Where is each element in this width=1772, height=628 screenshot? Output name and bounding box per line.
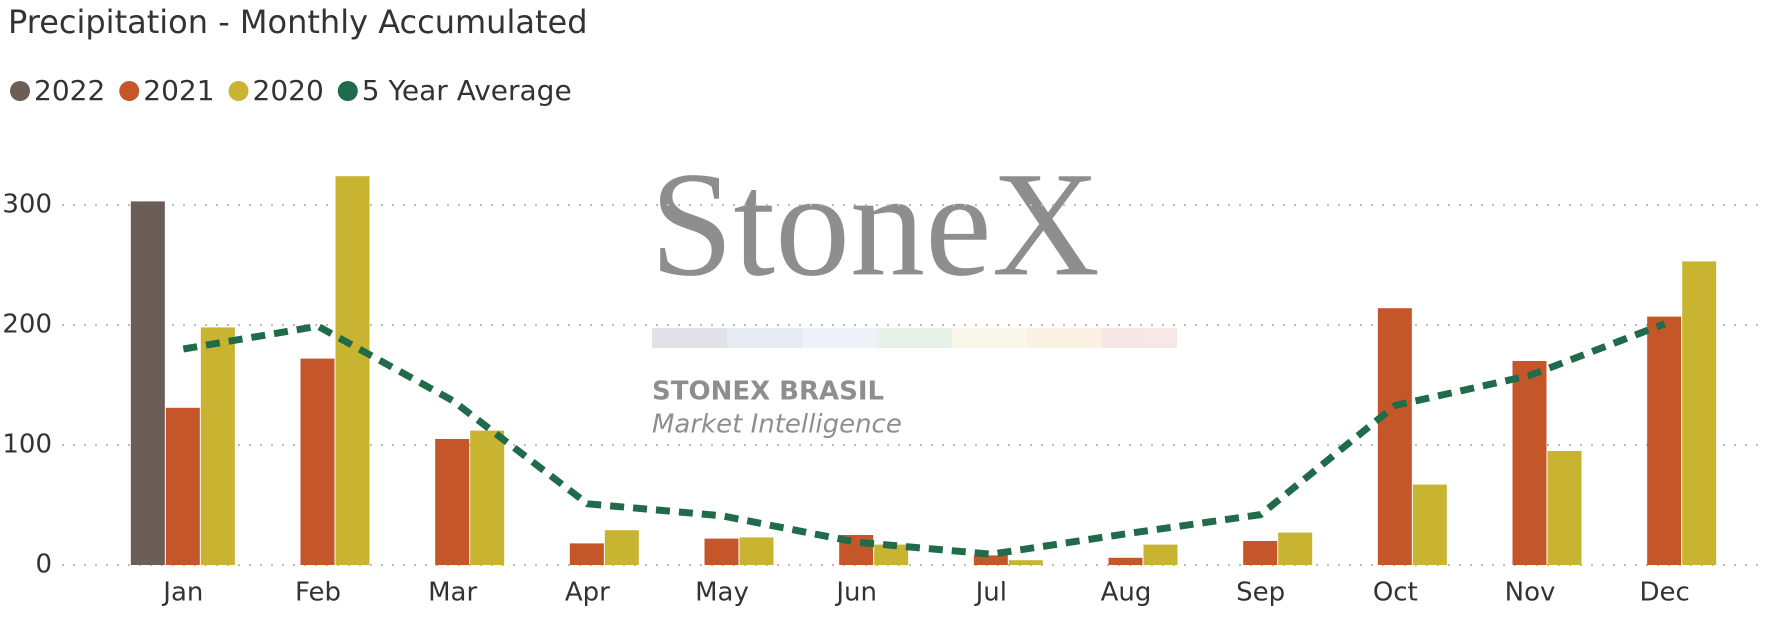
legend-label: 5 Year Average bbox=[362, 74, 572, 107]
x-tick-label: Apr bbox=[565, 578, 610, 608]
bar bbox=[435, 439, 470, 565]
legend-label: 2022 bbox=[34, 74, 105, 107]
bar bbox=[1647, 316, 1682, 565]
average-line bbox=[182, 320, 1666, 558]
chart-title: Precipitation - Monthly Accumulated bbox=[8, 3, 588, 41]
legend-label: 2020 bbox=[253, 74, 324, 107]
bar bbox=[1682, 261, 1717, 565]
watermark-brand: StoneX bbox=[650, 141, 1100, 307]
bar bbox=[1547, 451, 1582, 565]
watermark-stripe bbox=[952, 328, 1027, 348]
x-tick-label: Jan bbox=[161, 578, 203, 608]
y-tick-label: 100 bbox=[2, 430, 52, 460]
bar bbox=[1412, 484, 1447, 565]
legend-swatch bbox=[228, 81, 249, 101]
bar bbox=[300, 358, 335, 565]
watermark-stripe bbox=[1102, 328, 1177, 348]
legend-swatch bbox=[119, 81, 140, 101]
bar bbox=[1243, 541, 1278, 565]
x-tick-label: Oct bbox=[1373, 578, 1418, 608]
watermark-stripe bbox=[802, 328, 877, 348]
x-tick-label: Sep bbox=[1236, 578, 1285, 608]
y-tick-label: 0 bbox=[35, 550, 52, 580]
watermark-company: STONEX BRASIL bbox=[652, 377, 884, 407]
bar bbox=[874, 544, 909, 565]
bar bbox=[704, 538, 739, 565]
bar bbox=[1278, 532, 1313, 565]
watermark-stripe bbox=[652, 328, 727, 348]
y-tick-label: 200 bbox=[2, 310, 52, 340]
legend: 2022 2021 2020 5 Year Average bbox=[10, 74, 572, 107]
x-tick-label: Nov bbox=[1505, 578, 1556, 608]
watermark-stripe bbox=[877, 328, 952, 348]
bar bbox=[739, 537, 774, 565]
bar bbox=[1512, 361, 1547, 565]
legend-swatch bbox=[10, 81, 30, 101]
bar bbox=[200, 327, 235, 565]
watermark-unit: Market Intelligence bbox=[652, 410, 902, 440]
x-tick-label: Feb bbox=[295, 578, 341, 608]
x-tick-label: May bbox=[695, 578, 749, 608]
watermark-stripe bbox=[1027, 328, 1102, 348]
x-tick-label: Jul bbox=[974, 578, 1007, 608]
watermark: StoneX STONEX BRASIL Market Intelligence bbox=[650, 141, 1177, 440]
x-tick-label: Jun bbox=[834, 578, 877, 608]
x-tick-label: Aug bbox=[1101, 578, 1152, 608]
legend-label: 2021 bbox=[143, 74, 214, 107]
bar bbox=[335, 176, 370, 565]
x-tick-label: Mar bbox=[428, 578, 477, 608]
bar bbox=[973, 555, 1008, 565]
bar bbox=[569, 543, 604, 565]
legend-swatch bbox=[337, 81, 358, 101]
bar bbox=[604, 530, 639, 565]
bar bbox=[130, 201, 165, 565]
x-tick-label: Dec bbox=[1640, 578, 1690, 608]
y-tick-label: 300 bbox=[2, 190, 52, 220]
bar bbox=[1008, 560, 1043, 565]
bar bbox=[165, 407, 200, 565]
bar bbox=[470, 430, 505, 565]
watermark-stripe bbox=[727, 328, 802, 348]
bar bbox=[1377, 308, 1412, 565]
bar bbox=[1108, 557, 1143, 565]
bar bbox=[1143, 544, 1178, 565]
